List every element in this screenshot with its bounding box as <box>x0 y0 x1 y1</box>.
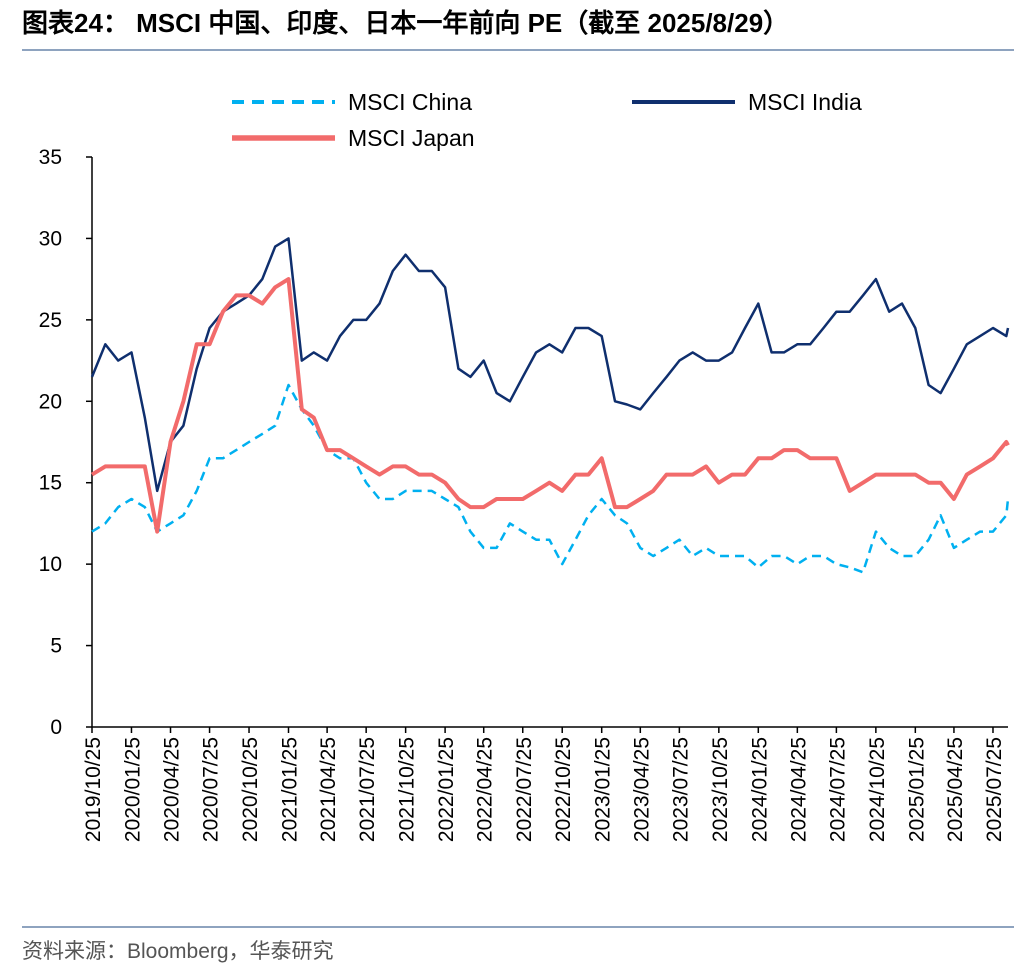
series-line <box>91 383 1010 574</box>
source: 资料来源：Bloomberg，华泰研究 <box>22 940 334 963</box>
x-tick-label: 2023/04/25 <box>630 737 653 842</box>
x-tick-label: 2021/07/25 <box>356 737 379 842</box>
x-tick-label: 2025/01/25 <box>905 737 928 842</box>
x-tick-label: 2024/04/25 <box>787 737 810 842</box>
x-tick-label: 2023/07/25 <box>669 737 692 842</box>
x-tick-label: 2025/04/25 <box>944 737 967 842</box>
x-tick-label: 2021/01/25 <box>279 737 302 842</box>
y-tick-label: 35 <box>39 146 62 169</box>
y-tick-label: 30 <box>39 227 62 250</box>
y-tick-label: 10 <box>39 553 62 576</box>
x-tick-label: 2020/01/25 <box>121 737 144 842</box>
y-tick-label: 0 <box>50 716 62 739</box>
y-tick-label: 15 <box>39 472 62 495</box>
x-tick-label: 2023/10/25 <box>709 737 732 842</box>
legend-label: MSCI China <box>348 89 472 115</box>
x-tick-label: 2024/01/25 <box>748 737 771 842</box>
series-line <box>90 277 1010 534</box>
x-tick-label: 2022/01/25 <box>435 737 458 842</box>
x-tick-label: 2022/10/25 <box>552 737 575 842</box>
x-tick-label: 2020/10/25 <box>239 737 262 842</box>
x-tick-label: 2021/10/25 <box>396 737 419 842</box>
y-tick-label: 25 <box>39 309 62 332</box>
x-tick-label: 2020/04/25 <box>161 737 184 842</box>
x-tick-label: 2024/07/25 <box>826 737 849 842</box>
x-tick-label: 2023/01/25 <box>592 737 615 842</box>
chart-title: 图表24： MSCI 中国、印度、日本一年前向 PE（截至 2025/8/29） <box>22 8 789 38</box>
x-tick-label: 2024/10/25 <box>866 737 889 842</box>
x-tick-label: 2025/07/25 <box>983 737 1006 842</box>
legend-label: MSCI India <box>748 89 862 115</box>
x-tick-label: 2021/04/25 <box>317 737 340 842</box>
y-tick-label: 20 <box>39 390 62 413</box>
y-tick-label: 5 <box>50 635 62 658</box>
x-tick-label: 2019/10/25 <box>82 737 105 842</box>
legend-label: MSCI Japan <box>348 125 475 151</box>
x-tick-label: 2020/07/25 <box>200 737 223 842</box>
x-tick-label: 2022/07/25 <box>513 737 536 842</box>
x-tick-label: 2022/04/25 <box>474 737 497 842</box>
